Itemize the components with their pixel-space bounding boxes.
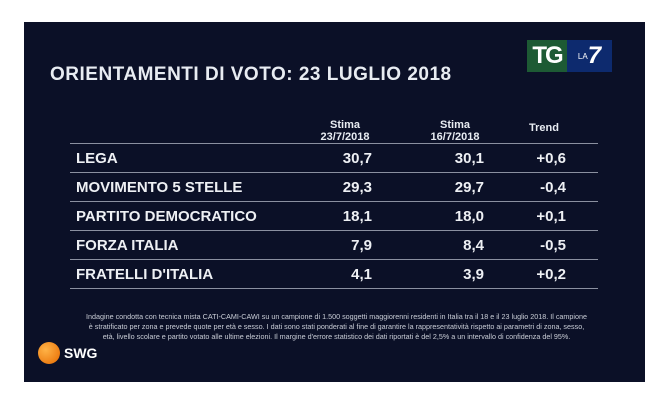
swg-logo: SWG — [38, 342, 97, 364]
table-row: FORZA ITALIA 7,9 8,4 -0,5 — [70, 230, 598, 260]
cell-stima-16: 3,9 — [463, 266, 484, 283]
table-row: MOVIMENTO 5 STELLE 29,3 29,7 -0,4 — [70, 172, 598, 202]
cell-party: MOVIMENTO 5 STELLE — [76, 179, 243, 196]
table-row: FRATELLI D'ITALIA 4,1 3,9 +0,2 — [70, 259, 598, 289]
cell-party: FRATELLI D'ITALIA — [76, 266, 214, 283]
header-stima-23: Stima 23/7/2018 — [310, 119, 380, 143]
cell-party: FORZA ITALIA — [76, 237, 179, 254]
cell-trend: +0,6 — [536, 150, 566, 167]
cell-party: PARTITO DEMOCRATICO — [76, 208, 257, 225]
cell-stima-16: 8,4 — [463, 237, 484, 254]
cell-stima-23: 29,3 — [342, 179, 372, 196]
cell-stima-23: 30,7 — [342, 150, 372, 167]
logo-seven: 7 — [587, 42, 602, 69]
logo-la: LA — [577, 51, 588, 61]
table-row: LEGA 30,7 30,1 +0,6 — [70, 143, 598, 173]
brand-name: SWG — [64, 345, 98, 361]
header-trend: Trend — [529, 122, 559, 134]
header-label: Stima — [330, 119, 360, 131]
logo-tg: TG — [527, 40, 567, 72]
globe-icon — [38, 342, 60, 364]
cell-stima-16: 29,7 — [454, 179, 484, 196]
table-row: PARTITO DEMOCRATICO 18,1 18,0 +0,1 — [70, 201, 598, 231]
cell-stima-16: 30,1 — [454, 150, 484, 167]
cell-trend: +0,1 — [536, 208, 566, 225]
tg-la7-logo: TG LA 7 — [527, 40, 612, 72]
methodology-note: Indagine condotta con tecnica mista CATI… — [86, 312, 587, 341]
cell-trend: -0,4 — [540, 179, 566, 196]
cell-trend: -0,5 — [540, 237, 566, 254]
page-title: ORIENTAMENTI DI VOTO: 23 LUGLIO 2018 — [50, 64, 452, 85]
logo-la7: LA 7 — [567, 40, 612, 72]
header-date: 23/7/2018 — [320, 131, 370, 143]
poll-graphic: ORIENTAMENTI DI VOTO: 23 LUGLIO 2018 TG … — [24, 22, 645, 382]
header-label: Stima — [440, 119, 470, 131]
cell-stima-16: 18,0 — [454, 208, 484, 225]
table-divider — [70, 288, 598, 289]
cell-trend: +0,2 — [536, 266, 566, 283]
cell-stima-23: 18,1 — [342, 208, 372, 225]
cell-stima-23: 7,9 — [351, 237, 372, 254]
header-stima-16: Stima 16/7/2018 — [420, 119, 490, 143]
cell-stima-23: 4,1 — [351, 266, 372, 283]
cell-party: LEGA — [76, 150, 118, 167]
header-date: 16/7/2018 — [430, 131, 480, 143]
